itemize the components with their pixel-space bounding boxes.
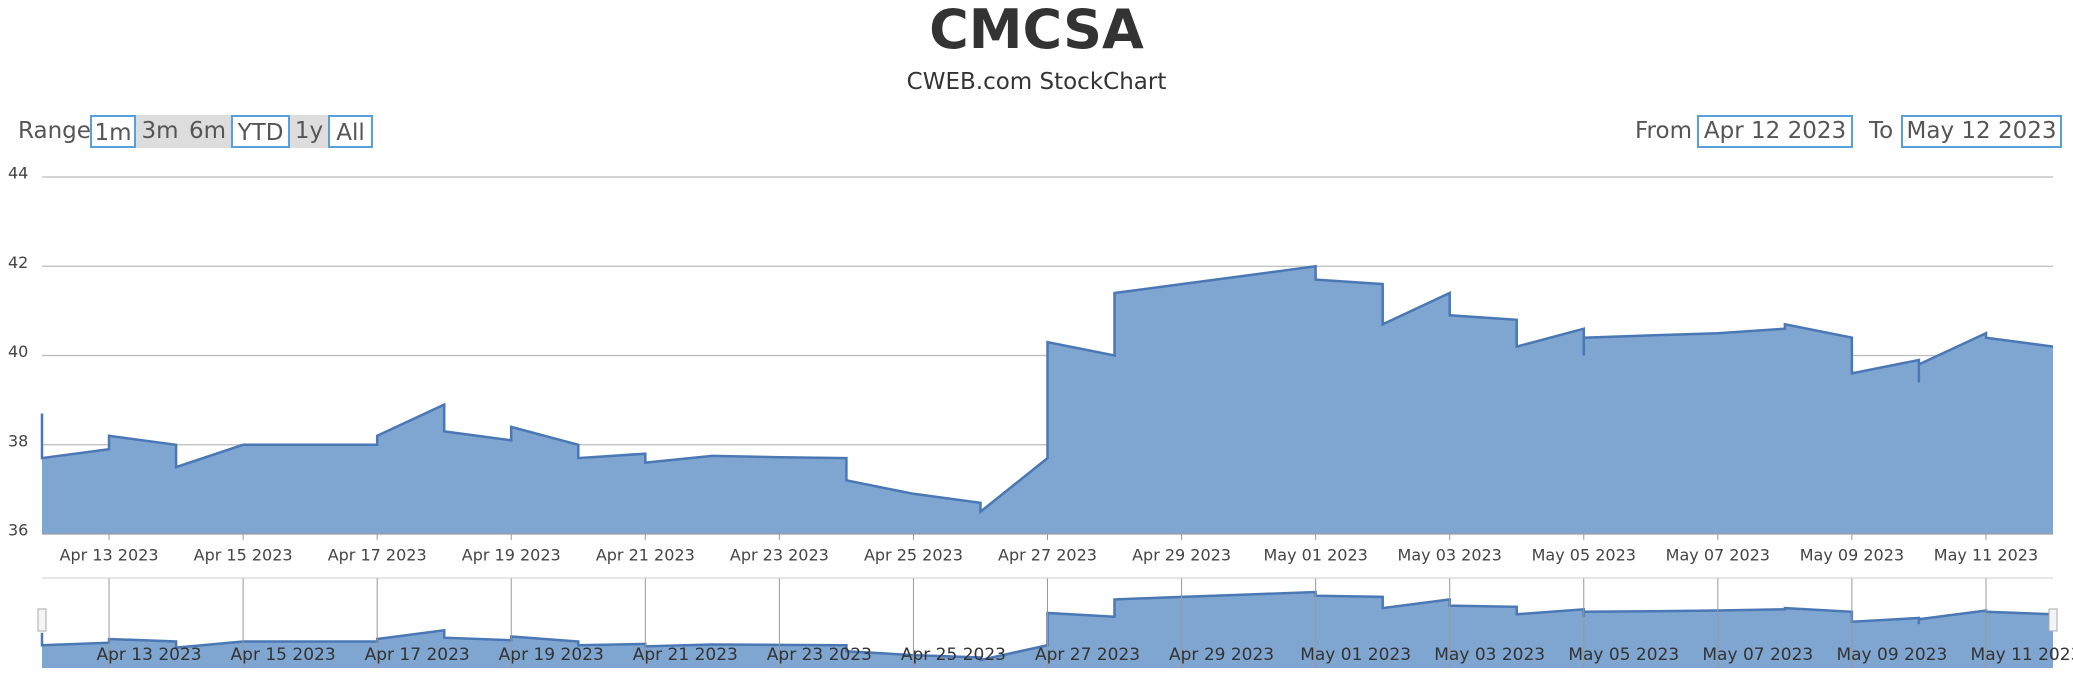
to-input[interactable]: May 12 2023	[1901, 115, 2062, 148]
x-tick-label: May 05 2023	[1532, 546, 1636, 565]
x-tick-label: Apr 29 2023	[1132, 546, 1231, 565]
y-tick-label: 40	[8, 342, 28, 361]
x-tick-label: Apr 17 2023	[328, 546, 427, 565]
chart-subtitle: CWEB.com StockChart	[906, 69, 1167, 95]
range-label: Range	[18, 118, 91, 144]
x-tick-label: May 09 2023	[1800, 546, 1904, 565]
x-tick-label: Apr 19 2023	[462, 546, 561, 565]
y-tick-label: 42	[8, 253, 28, 272]
range-button[interactable]: YTD	[231, 115, 290, 148]
range-button[interactable]: 6m	[184, 115, 231, 148]
y-tick-label: 38	[8, 431, 28, 450]
chart-title: CMCSA	[929, 0, 1144, 61]
range-button[interactable]: 3m	[136, 115, 184, 148]
x-tick-label: May 07 2023	[1666, 546, 1770, 565]
navigator-tick-label: Apr 21 2023	[633, 645, 738, 665]
navigator-tick-label: Apr 13 2023	[96, 645, 201, 665]
navigator-handle	[37, 608, 47, 632]
navigator-tick-label: Apr 15 2023	[231, 645, 336, 665]
navigator-tick-label: May 03 2023	[1434, 645, 1545, 665]
x-tick-label: Apr 25 2023	[864, 546, 963, 565]
range-button[interactable]: All	[328, 115, 373, 148]
navigator-handle	[2048, 608, 2058, 632]
navigator-tick-label: Apr 29 2023	[1169, 645, 1274, 665]
x-tick-label: Apr 23 2023	[730, 546, 829, 565]
to-label: To	[1869, 118, 1894, 144]
navigator-tick-label: Apr 25 2023	[901, 645, 1006, 665]
navigator-tick-label: May 01 2023	[1300, 645, 1411, 665]
x-tick-label: Apr 27 2023	[998, 546, 1097, 565]
x-tick-label: Apr 15 2023	[194, 546, 293, 565]
navigator-tick-label: Apr 19 2023	[499, 645, 604, 665]
x-tick-label: May 11 2023	[1934, 546, 2038, 565]
from-label: From	[1635, 118, 1692, 144]
x-tick-label: Apr 13 2023	[60, 546, 159, 565]
from-input[interactable]: Apr 12 2023	[1697, 115, 1853, 148]
navigator-tick-label: May 11 2023	[1971, 645, 2073, 665]
x-tick-label: May 01 2023	[1263, 546, 1367, 565]
navigator-tick-label: Apr 17 2023	[365, 645, 470, 665]
x-tick-label: Apr 21 2023	[596, 546, 695, 565]
y-tick-label: 44	[8, 164, 28, 183]
x-tick-label: May 03 2023	[1398, 546, 1502, 565]
navigator-tick-label: May 07 2023	[1702, 645, 1813, 665]
navigator-tick-label: May 05 2023	[1568, 645, 1679, 665]
range-button[interactable]: 1y	[290, 115, 328, 148]
range-button[interactable]: 1m	[90, 115, 136, 148]
navigator-tick-label: Apr 23 2023	[767, 645, 872, 665]
price-line	[40, 264, 2054, 515]
y-tick-label: 36	[8, 521, 28, 540]
navigator-tick-label: Apr 27 2023	[1035, 645, 1140, 665]
navigator-tick-label: May 09 2023	[1836, 645, 1947, 665]
